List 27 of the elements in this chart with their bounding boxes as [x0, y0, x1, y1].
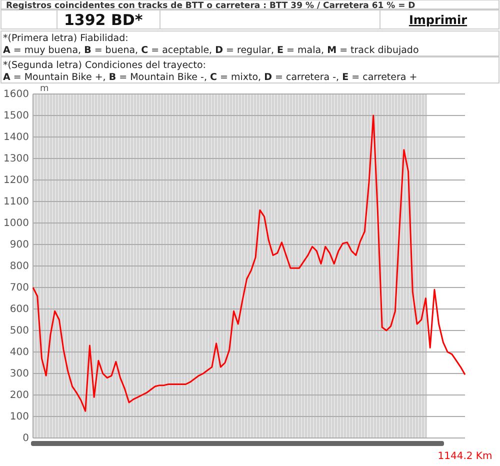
y-tick-label: 600: [10, 304, 29, 316]
text: Registros coincidentes con tracks de BTT o carretera : BTT 39 % / Carretera 61 % = D: [6, 1, 416, 11]
y-tick-label: 1100: [4, 196, 29, 208]
y-tick-label: 1600: [4, 89, 29, 100]
text: *(Primera letra) Fiabilidad:: [3, 33, 128, 44]
y-tick-label: 900: [10, 240, 29, 251]
text: A = muy buena, B = buena, C = aceptable, D = regular, E = mala, M = track dibujado: [3, 45, 419, 56]
y-tick-label: 1000: [4, 218, 29, 230]
y-tick-label: 400: [10, 347, 29, 358]
y-tick-label: 1200: [4, 175, 29, 186]
y-tick-label: 800: [10, 261, 29, 272]
text: A = Mountain Bike +, B = Mountain Bike -, C = mixto, D = carretera -, E = carretera +: [3, 72, 418, 83]
y-tick-label: 1500: [4, 110, 29, 122]
text: *(Segunda letra) Condiciones del trayecto:: [3, 60, 206, 71]
text: 1144.2 Km: [438, 451, 492, 462]
y-tick-label: 100: [10, 412, 29, 423]
y-axis-title: m: [40, 84, 49, 94]
text: 1392 BD*: [64, 11, 143, 29]
text: Imprimir: [408, 13, 468, 27]
y-tick-label: 0: [22, 433, 29, 444]
line-series: [32, 114, 466, 412]
y-tick-label: 1300: [4, 154, 29, 165]
y-tick-label: 300: [10, 368, 29, 380]
y-tick-label: 700: [10, 282, 29, 294]
y-tick-label: 200: [10, 390, 29, 402]
y-tick-label: 500: [10, 326, 29, 337]
y-tick-label: 1400: [4, 132, 29, 144]
